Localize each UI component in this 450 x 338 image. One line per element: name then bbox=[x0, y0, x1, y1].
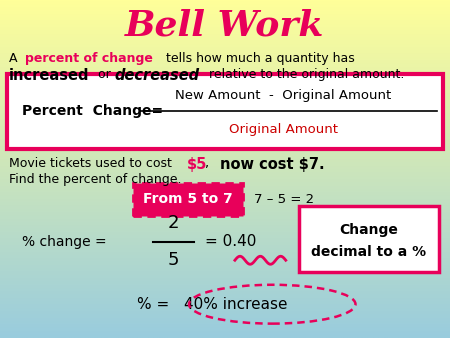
Text: 40% increase: 40% increase bbox=[184, 297, 288, 312]
Text: = 0.40: = 0.40 bbox=[205, 234, 256, 249]
Text: Change: Change bbox=[340, 223, 398, 237]
Text: decreased: decreased bbox=[115, 68, 200, 82]
Text: 2: 2 bbox=[167, 214, 179, 232]
Text: $5: $5 bbox=[187, 157, 207, 172]
Text: 7 – 5 = 2: 7 – 5 = 2 bbox=[254, 193, 315, 206]
Text: percent of change: percent of change bbox=[25, 52, 153, 65]
FancyBboxPatch shape bbox=[7, 74, 443, 149]
Text: or: or bbox=[94, 68, 115, 80]
Text: 5: 5 bbox=[167, 251, 179, 269]
Text: decimal to a %: decimal to a % bbox=[311, 245, 427, 259]
Text: A: A bbox=[9, 52, 22, 65]
Text: now cost $7.: now cost $7. bbox=[220, 157, 325, 172]
Text: Percent  Change=: Percent Change= bbox=[22, 104, 164, 118]
Text: increased: increased bbox=[9, 68, 90, 82]
Text: From 5 to 7: From 5 to 7 bbox=[143, 192, 233, 207]
Text: % =: % = bbox=[137, 297, 175, 312]
Text: Find the percent of change.: Find the percent of change. bbox=[9, 173, 181, 186]
Text: tells how much a quantity has: tells how much a quantity has bbox=[162, 52, 355, 65]
FancyBboxPatch shape bbox=[133, 183, 243, 216]
Text: Original Amount: Original Amount bbox=[229, 123, 338, 136]
Text: Bell Work: Bell Work bbox=[125, 8, 325, 43]
Text: % change =: % change = bbox=[22, 235, 112, 249]
Text: New Amount  -  Original Amount: New Amount - Original Amount bbox=[176, 89, 392, 102]
FancyBboxPatch shape bbox=[299, 206, 439, 272]
Text: Movie tickets used to cost: Movie tickets used to cost bbox=[9, 157, 176, 170]
Text: relative to the original amount.: relative to the original amount. bbox=[205, 68, 404, 80]
Text: ,: , bbox=[205, 157, 217, 170]
